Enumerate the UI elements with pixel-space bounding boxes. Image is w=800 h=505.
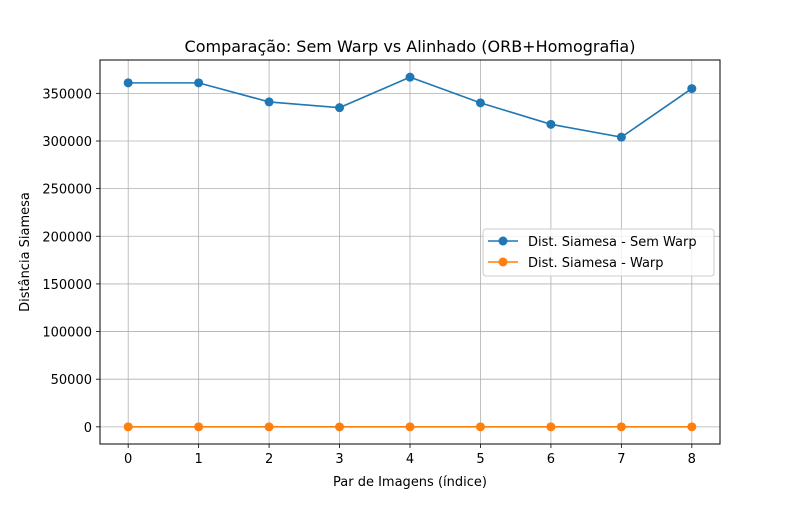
data-point-series-1 <box>335 422 345 432</box>
data-point-series-0 <box>546 119 556 129</box>
x-tick-label: 2 <box>265 452 273 467</box>
legend-box <box>482 228 715 277</box>
data-point-series-1 <box>546 422 556 432</box>
data-point-series-0 <box>687 84 697 94</box>
data-point-series-1 <box>123 422 133 432</box>
x-tick-label: 0 <box>124 452 132 467</box>
y-tick-label: 200000 <box>42 230 92 245</box>
x-tick-label: 3 <box>335 452 343 467</box>
series-group <box>123 72 697 432</box>
data-point-series-0 <box>264 97 274 107</box>
data-point-series-0 <box>405 72 415 82</box>
y-tick-label: 150000 <box>42 278 92 293</box>
y-tick-label: 300000 <box>42 135 92 150</box>
x-tick-label: 4 <box>406 452 414 467</box>
data-point-series-1 <box>687 422 697 432</box>
x-tick-label: 1 <box>194 452 202 467</box>
legend-label-warp: Dist. Siamesa - Warp <box>528 256 664 271</box>
legend-label-sem-warp: Dist. Siamesa - Sem Warp <box>528 235 697 250</box>
y-tick-label: 100000 <box>42 326 92 341</box>
chart-title: Comparação: Sem Warp vs Alinhado (ORB+Ho… <box>185 37 636 56</box>
x-axis-title: Par de Imagens (índice) <box>333 475 487 490</box>
data-point-series-0 <box>616 132 626 142</box>
legend-marker-sem-warp <box>498 236 508 246</box>
data-point-series-1 <box>616 422 626 432</box>
y-tick-label: 250000 <box>42 183 92 198</box>
x-tick-label: 5 <box>476 452 484 467</box>
data-point-series-0 <box>335 103 345 113</box>
data-point-series-1 <box>194 422 204 432</box>
legend-marker-warp <box>498 257 508 267</box>
axis-ticks: 0 1 2 3 4 5 6 7 8 0 50000 100000 150000 200000 250000 3… <box>42 87 696 467</box>
data-point-series-0 <box>123 78 133 88</box>
data-point-series-1 <box>264 422 274 432</box>
y-axis-title: Distância Siamesa <box>18 192 33 312</box>
y-tick-label: 0 <box>84 421 92 436</box>
x-tick-label: 7 <box>617 452 625 467</box>
data-point-series-0 <box>194 78 204 88</box>
data-point-series-1 <box>475 422 485 432</box>
y-tick-label: 50000 <box>51 373 92 388</box>
x-tick-label: 8 <box>688 452 696 467</box>
data-point-series-1 <box>405 422 415 432</box>
legend: Dist. Siamesa - Sem Warp Dist. Siamesa -… <box>482 228 715 277</box>
data-point-series-0 <box>475 98 485 108</box>
x-tick-label: 6 <box>547 452 555 467</box>
y-tick-label: 350000 <box>42 87 92 102</box>
